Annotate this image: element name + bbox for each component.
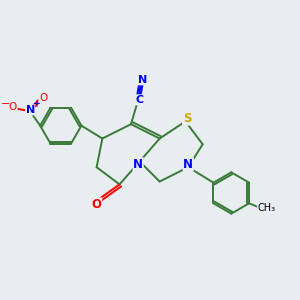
Text: +: + xyxy=(32,99,40,109)
Text: S: S xyxy=(183,112,191,125)
Text: N: N xyxy=(138,75,147,85)
Text: CH₃: CH₃ xyxy=(258,202,276,213)
Text: O: O xyxy=(92,198,102,211)
Text: O: O xyxy=(39,93,47,103)
Text: N: N xyxy=(183,158,193,171)
Text: C: C xyxy=(136,95,144,105)
Text: N: N xyxy=(133,158,143,171)
Text: −: − xyxy=(1,99,10,109)
Text: N: N xyxy=(26,105,35,115)
Text: O: O xyxy=(9,102,17,112)
